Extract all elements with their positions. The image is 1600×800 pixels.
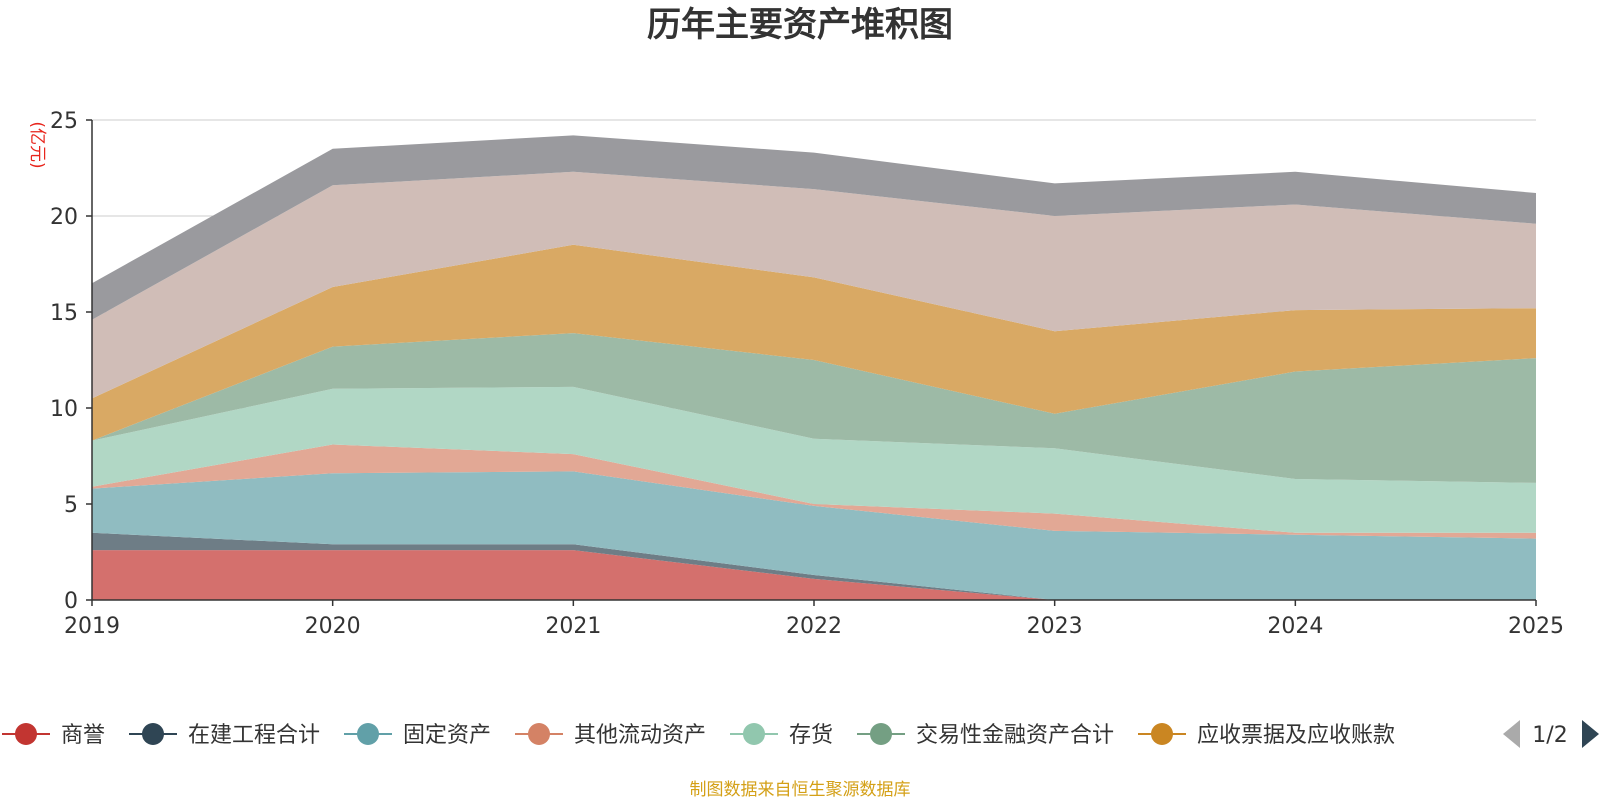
legend-item[interactable]: 应收票据及应收账款 [1138,723,1395,748]
area-series-9[interactable] [92,135,1536,320]
legend-pager: 1/2 [1503,720,1599,748]
legend-item[interactable]: 在建工程合计 [129,723,320,748]
x-tick-label: 2024 [1267,614,1323,639]
area-series-2[interactable] [92,532,1536,600]
legend-circle-icon [142,723,164,745]
y-tick-label: 15 [50,301,78,326]
x-tick-label: 2025 [1508,614,1564,639]
area-series-4[interactable] [92,444,1536,539]
legend-label: 商誉 [61,723,105,748]
legend-next-page-icon[interactable] [1582,720,1599,748]
y-tick-label: 20 [50,205,78,230]
legend-label: 其他流动资产 [574,723,706,748]
legend-circle-icon [15,723,37,745]
legend-circle-icon [528,723,550,745]
legend-circle-icon [870,723,892,745]
legend-item[interactable]: 商誉 [2,723,105,748]
x-tick-label: 2021 [545,614,601,639]
legend-item[interactable]: 其他流动资产 [515,723,706,748]
area-series-5[interactable] [92,386,1536,533]
legend-label: 应收票据及应收账款 [1197,723,1395,748]
x-tick-label: 2019 [64,614,120,639]
x-tick-label: 2020 [305,614,361,639]
y-axis-unit: (亿元) [27,121,47,168]
x-tick-label: 2022 [786,614,842,639]
area-series-6[interactable] [92,333,1536,483]
x-tick-label: 2023 [1027,614,1083,639]
area-series-3[interactable] [92,471,1536,600]
area-series-1[interactable] [92,550,1536,600]
chart-title: 历年主要资产堆积图 [647,5,953,45]
y-tick-label: 10 [50,397,78,422]
legend-item[interactable]: 交易性金融资产合计 [857,723,1114,748]
y-tick-label: 5 [64,493,78,518]
y-tick-label: 25 [50,109,78,134]
area-series-8[interactable] [92,171,1536,399]
area-series [92,135,1536,600]
legend-circle-icon [1151,723,1173,745]
area-series-7[interactable] [92,244,1536,441]
legend-item[interactable]: 存货 [730,723,833,748]
legend-circle-icon [743,723,765,745]
legend-label: 存货 [789,723,833,748]
legend-page-indicator: 1/2 [1532,723,1567,748]
legend-label: 固定资产 [403,723,491,748]
legend-prev-page-icon[interactable] [1503,720,1520,748]
legend: 商誉 在建工程合计 固定资产 其他流动资产 存货 交易性金融资产合计 应收票据及应收账款 [2,723,1395,748]
legend-item[interactable]: 固定资产 [344,723,491,748]
legend-label: 交易性金融资产合计 [916,723,1114,748]
data-source-note: 制图数据来自恒生聚源数据库 [690,780,911,800]
legend-label: 在建工程合计 [188,723,320,748]
legend-circle-icon [357,723,379,745]
y-tick-label: 0 [64,589,78,614]
